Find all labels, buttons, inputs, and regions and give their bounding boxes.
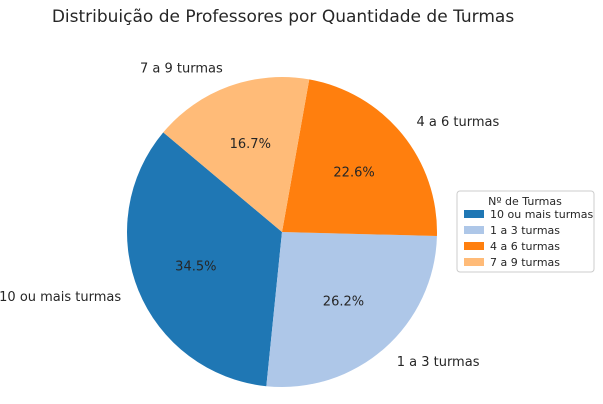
pie-slice-10-ou-mais-turmas: [126, 132, 282, 387]
legend-swatch-1-a-3-turmas: [464, 226, 484, 234]
legend-label-4-a-6-turmas: 4 a 6 turmas: [490, 240, 560, 253]
legend-swatch-7-a-9-turmas: [464, 258, 484, 266]
pct-label-1-a-3-turmas: 26.2%: [323, 294, 364, 309]
pie-slice-4-a-6-turmas: [282, 79, 437, 237]
pie-slice-1-a-3-turmas: [266, 232, 437, 387]
legend: Nº de Turmas 10 ou mais turmas 1 a 3 turm…: [456, 190, 595, 273]
category-label-4-a-6-turmas: 4 a 6 turmas: [417, 115, 500, 130]
legend-swatch-4-a-6-turmas: [464, 242, 484, 250]
pct-label-10-ou-mais-turmas: 34.5%: [175, 259, 216, 274]
legend-label-7-a-9-turmas: 7 a 9 turmas: [490, 256, 560, 269]
category-label-7-a-9-turmas: 7 a 9 turmas: [140, 61, 223, 76]
legend-label-10-ou-mais-turmas: 10 ou mais turmas: [490, 208, 594, 221]
percentage-labels: 34.5% 26.2% 22.6% 16.7%: [175, 137, 375, 309]
category-label-10-ou-mais-turmas: 10 ou mais turmas: [0, 290, 121, 305]
pct-label-7-a-9-turmas: 16.7%: [230, 137, 271, 152]
category-label-1-a-3-turmas: 1 a 3 turmas: [397, 355, 480, 370]
pct-label-4-a-6-turmas: 22.6%: [333, 166, 374, 181]
legend-frame: [456, 190, 595, 273]
legend-items: 10 ou mais turmas 1 a 3 turmas 4 a 6 turma…: [464, 208, 594, 269]
category-labels: 10 ou mais turmas 1 a 3 turmas 4 a 6 turma…: [0, 61, 500, 369]
legend-swatch-10-ou-mais-turmas: [464, 210, 484, 218]
chart-title: Distribuição de Professores por Quantida…: [52, 7, 515, 27]
pie-slices: [126, 77, 437, 387]
legend-label-1-a-3-turmas: 1 a 3 turmas: [490, 224, 560, 237]
pie-slice-7-a-9-turmas: [163, 77, 310, 232]
legend-title: Nº de Turmas: [488, 195, 562, 208]
